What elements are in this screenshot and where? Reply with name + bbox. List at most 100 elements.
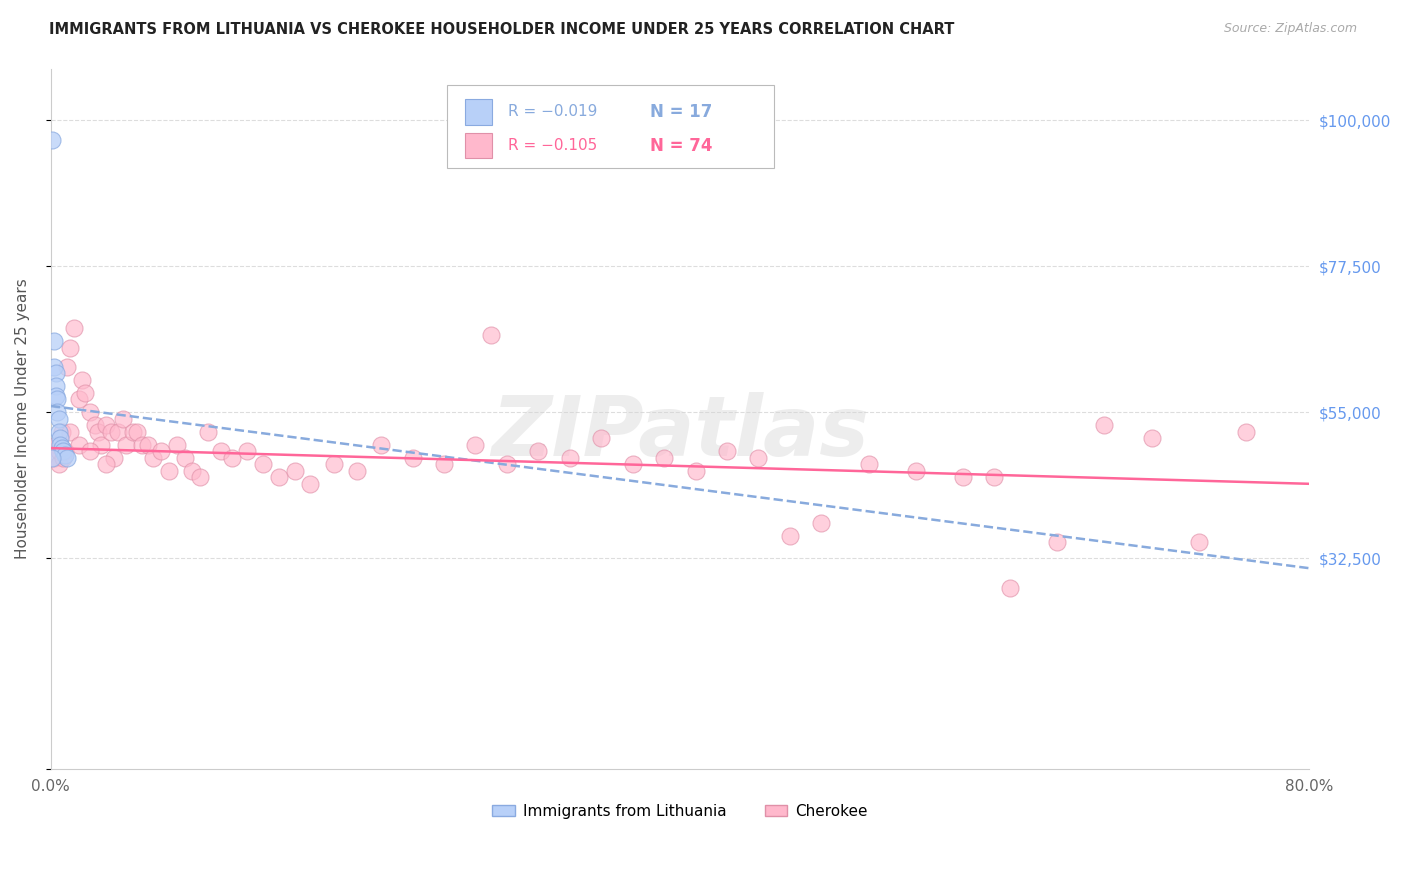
Point [621, 458, 644, 472]
Point [41, 450, 63, 465]
Point [299, 476, 322, 491]
Point [983, 470, 1005, 484]
Point [221, 450, 243, 465]
Point [51, 425, 73, 439]
Point [112, 412, 135, 426]
Bar [447, 86, 775, 168]
Point [127, 425, 149, 439]
Point [952, 470, 974, 484]
Point [46, 392, 69, 407]
Point [479, 327, 502, 342]
Point [90, 438, 112, 452]
Point [464, 438, 486, 452]
Point [433, 458, 456, 472]
Point [49, 438, 72, 452]
Text: N = 17: N = 17 [650, 103, 711, 121]
Point [45, 389, 67, 403]
Point [810, 516, 832, 530]
Point [45, 367, 67, 381]
Point [591, 431, 613, 445]
Point [370, 438, 392, 452]
Point [188, 470, 211, 484]
Point [53, 448, 76, 462]
Text: Source: ZipAtlas.com: Source: ZipAtlas.com [1223, 22, 1357, 36]
Point [48, 425, 70, 439]
Point [716, 444, 738, 458]
Point [527, 444, 550, 458]
Point [52, 444, 75, 458]
Bar [465, 133, 492, 158]
Point [59, 425, 82, 439]
Point [1188, 535, 1211, 549]
Point [67, 392, 90, 407]
Point [904, 464, 927, 478]
Y-axis label: Householder Income Under 25 years: Householder Income Under 25 years [15, 278, 30, 559]
Point [46, 405, 69, 419]
Point [42, 450, 65, 465]
Bar [465, 99, 492, 125]
Point [107, 425, 129, 439]
Text: ZIPatlas: ZIPatlas [491, 392, 869, 474]
Point [94, 418, 117, 433]
Point [157, 464, 180, 478]
Point [75, 386, 97, 401]
Point [558, 450, 581, 465]
Point [79, 405, 101, 419]
Point [45, 438, 67, 452]
Point [121, 425, 143, 439]
Point [49, 431, 72, 445]
Point [252, 458, 274, 472]
Point [747, 450, 769, 465]
Point [48, 458, 70, 472]
Point [1046, 535, 1069, 549]
Point [48, 444, 70, 458]
Text: R = −0.019: R = −0.019 [508, 104, 598, 120]
Point [197, 425, 219, 439]
Legend: Immigrants from Lithuania, Cherokee: Immigrants from Lithuania, Cherokee [486, 797, 873, 825]
Point [401, 450, 423, 465]
Point [87, 425, 110, 439]
Point [53, 444, 76, 458]
Point [998, 581, 1021, 595]
Point [138, 438, 160, 452]
Point [72, 373, 94, 387]
Point [94, 458, 117, 472]
Point [496, 458, 519, 472]
Point [236, 444, 259, 458]
Point [63, 321, 86, 335]
Point [55, 450, 77, 465]
Point [166, 438, 188, 452]
Text: IMMIGRANTS FROM LITHUANIA VS CHEROKEE HOUSEHOLDER INCOME UNDER 25 YEARS CORRELAT: IMMIGRANTS FROM LITHUANIA VS CHEROKEE HO… [49, 22, 955, 37]
Point [55, 359, 77, 374]
Point [652, 450, 675, 465]
Text: R = −0.105: R = −0.105 [508, 138, 596, 153]
Point [45, 379, 67, 393]
Point [100, 425, 122, 439]
Point [142, 450, 165, 465]
Point [79, 444, 101, 458]
Point [103, 450, 125, 465]
Point [51, 441, 73, 455]
Point [209, 444, 232, 458]
Point [284, 464, 307, 478]
Point [131, 438, 153, 452]
Point [115, 438, 138, 452]
Point [59, 341, 82, 355]
Point [858, 458, 880, 472]
Point [346, 464, 368, 478]
Point [42, 334, 65, 348]
Point [83, 418, 105, 433]
Point [1234, 425, 1257, 439]
Point [48, 412, 70, 426]
Point [267, 470, 290, 484]
Point [181, 464, 204, 478]
Point [173, 450, 195, 465]
Point [1140, 431, 1163, 445]
Point [42, 359, 65, 374]
Point [685, 464, 707, 478]
Point [52, 450, 75, 465]
Point [1094, 418, 1116, 433]
Point [322, 458, 344, 472]
Text: N = 74: N = 74 [650, 136, 713, 154]
Point [67, 438, 90, 452]
